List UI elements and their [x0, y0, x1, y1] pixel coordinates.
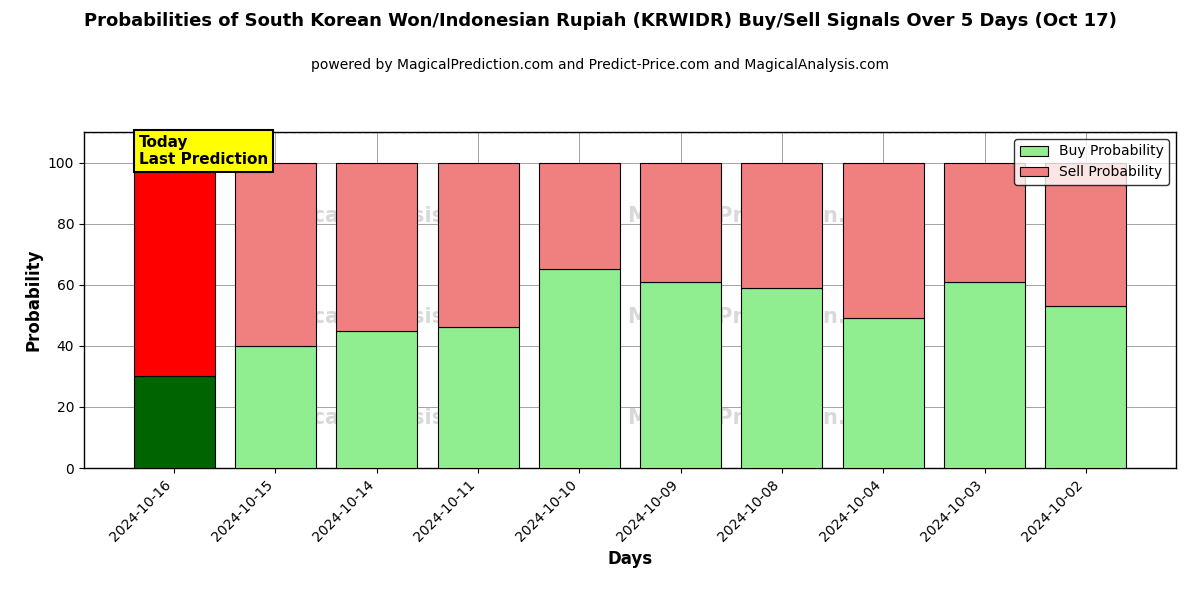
- Bar: [235, 346, 316, 468]
- Text: MagicalAnalysis.com: MagicalAnalysis.com: [257, 307, 502, 327]
- Text: MagicalAnalysis.com: MagicalAnalysis.com: [257, 206, 502, 226]
- Text: MagicalPrediction.com: MagicalPrediction.com: [628, 407, 895, 428]
- Bar: [539, 269, 620, 468]
- Bar: [336, 163, 418, 331]
- Bar: [1045, 163, 1127, 306]
- Bar: [640, 281, 721, 468]
- Bar: [742, 163, 822, 288]
- Text: MagicalPrediction.com: MagicalPrediction.com: [628, 307, 895, 327]
- Bar: [438, 328, 518, 468]
- Bar: [944, 163, 1025, 281]
- Bar: [842, 163, 924, 319]
- Bar: [1045, 306, 1127, 468]
- Text: Today
Last Prediction: Today Last Prediction: [139, 135, 268, 167]
- Bar: [742, 288, 822, 468]
- Bar: [842, 319, 924, 468]
- Y-axis label: Probability: Probability: [24, 249, 42, 351]
- Bar: [133, 376, 215, 468]
- Bar: [438, 163, 518, 328]
- Legend: Buy Probability, Sell Probability: Buy Probability, Sell Probability: [1014, 139, 1169, 185]
- Bar: [133, 163, 215, 376]
- Bar: [539, 163, 620, 269]
- Bar: [235, 163, 316, 346]
- Text: Probabilities of South Korean Won/Indonesian Rupiah (KRWIDR) Buy/Sell Signals Ov: Probabilities of South Korean Won/Indone…: [84, 12, 1116, 30]
- Bar: [640, 163, 721, 281]
- Text: MagicalPrediction.com: MagicalPrediction.com: [628, 206, 895, 226]
- Bar: [944, 281, 1025, 468]
- X-axis label: Days: Days: [607, 550, 653, 568]
- Text: powered by MagicalPrediction.com and Predict-Price.com and MagicalAnalysis.com: powered by MagicalPrediction.com and Pre…: [311, 58, 889, 72]
- Bar: [336, 331, 418, 468]
- Text: MagicalAnalysis.com: MagicalAnalysis.com: [257, 407, 502, 428]
